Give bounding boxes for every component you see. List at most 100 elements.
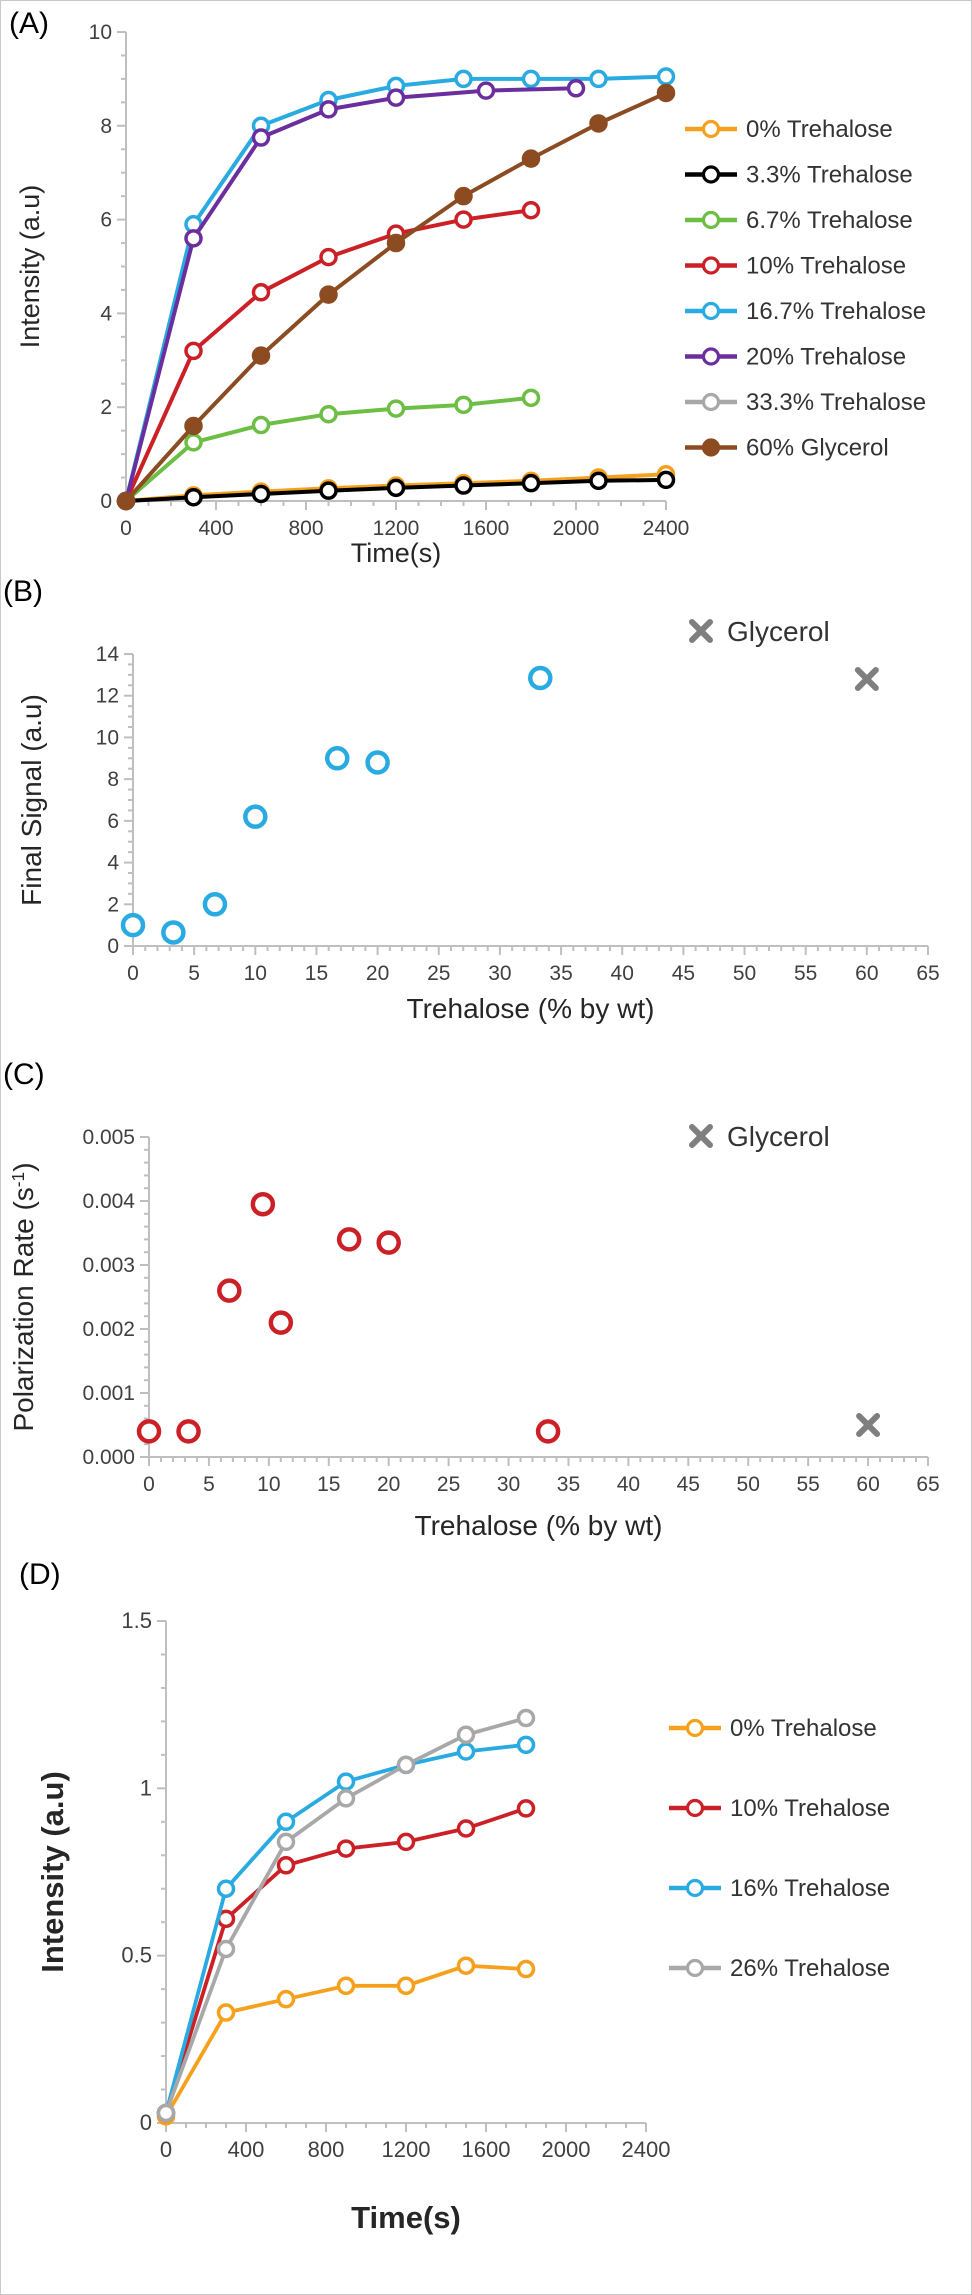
svg-text:10: 10 (96, 726, 119, 749)
svg-text:3.3% Trehalose: 3.3% Trehalose (746, 162, 913, 189)
series-trehalose (120, 665, 553, 945)
svg-text:800: 800 (308, 2137, 345, 2162)
legend: 0% Trehalose 10% Trehalose 16% Trehalose 26… (669, 1715, 890, 1982)
y-axis-title: Intensity (a.u) (15, 185, 45, 349)
svg-text:8: 8 (100, 115, 112, 138)
svg-text:10: 10 (257, 1473, 280, 1496)
svg-text:2000: 2000 (542, 2137, 591, 2162)
series-10-trehalose (116, 200, 541, 511)
series-trehalose (136, 1191, 561, 1444)
svg-text:10: 10 (89, 21, 112, 44)
panel-b-chart: 0 5 10 15 20 25 30 35 40 45 50 55 60 65 0 2 4 6 8 10 12 14 Tre… (16, 616, 940, 1024)
x-axis-title: Time(s) (351, 2200, 461, 2235)
tick-labels: 0 5 10 15 20 25 30 35 40 45 50 55 60 65 0.000 0.001 0.00… (82, 1126, 939, 1496)
tick-marks (124, 653, 929, 955)
svg-text:800: 800 (288, 517, 323, 540)
svg-text:1: 1 (140, 1775, 152, 1800)
svg-text:60: 60 (856, 1473, 879, 1496)
svg-text:0.002: 0.002 (82, 1318, 135, 1341)
svg-text:35: 35 (557, 1473, 580, 1496)
svg-text:55: 55 (796, 1473, 819, 1496)
svg-text:400: 400 (228, 2137, 265, 2162)
svg-text:Glycerol: Glycerol (727, 1121, 830, 1152)
svg-text:60% Glycerol: 60% Glycerol (746, 435, 889, 462)
svg-text:25: 25 (437, 1473, 460, 1496)
tick-labels: 0 400 800 1200 1600 2000 2400 0 2 4 6 8 10 (89, 21, 690, 540)
svg-text:26% Trehalose: 26% Trehalose (730, 1955, 890, 1982)
svg-text:0% Trehalose: 0% Trehalose (746, 116, 893, 143)
svg-text:0: 0 (143, 1473, 155, 1496)
series-60-glycerol (116, 83, 676, 511)
svg-text:0: 0 (107, 935, 119, 958)
svg-text:0: 0 (127, 962, 139, 985)
svg-text:40: 40 (611, 962, 634, 985)
svg-text:0.005: 0.005 (82, 1126, 135, 1149)
svg-text:2: 2 (107, 893, 119, 916)
svg-text:10: 10 (244, 962, 267, 985)
svg-text:4: 4 (100, 302, 112, 325)
tick-marks (157, 1620, 647, 2132)
panel-c-label: (C) (3, 1058, 45, 1091)
x-axis-title: Time(s) (351, 538, 441, 568)
y-axis-title: Polarization Rate (s-1) (8, 1162, 39, 1431)
svg-text:Glycerol: Glycerol (727, 616, 830, 647)
svg-text:45: 45 (677, 1473, 700, 1496)
svg-text:65: 65 (916, 962, 939, 985)
svg-text:5: 5 (203, 1473, 215, 1496)
svg-text:16% Trehalose: 16% Trehalose (730, 1875, 890, 1902)
svg-text:1200: 1200 (382, 2137, 431, 2162)
svg-text:0.004: 0.004 (82, 1190, 135, 1213)
svg-text:5: 5 (188, 962, 200, 985)
svg-text:4: 4 (107, 852, 119, 875)
svg-text:16.7% Trehalose: 16.7% Trehalose (746, 298, 926, 325)
axes (148, 1137, 928, 1458)
panel-a-label: (A) (9, 7, 49, 40)
svg-text:400: 400 (198, 517, 233, 540)
svg-text:25: 25 (427, 962, 450, 985)
svg-text:33.3% Trehalose: 33.3% Trehalose (746, 389, 926, 416)
panel-d-label: (D) (19, 1558, 61, 1591)
svg-text:0.000: 0.000 (82, 1446, 135, 1469)
panel-c-chart: 0 5 10 15 20 25 30 35 40 45 50 55 60 65 0.000 0.001 0.00… (8, 1121, 940, 1541)
series-6-7-trehalose (116, 388, 541, 511)
svg-text:8: 8 (107, 768, 119, 791)
svg-text:15: 15 (305, 962, 328, 985)
svg-text:65: 65 (916, 1473, 939, 1496)
svg-text:55: 55 (794, 962, 817, 985)
legend: 0% Trehalose 3.3% Trehalose 6.7% Trehalose… (685, 116, 926, 462)
svg-text:20% Trehalose: 20% Trehalose (746, 344, 906, 371)
series-10-trehalose (156, 1799, 536, 2123)
svg-text:6: 6 (100, 209, 112, 232)
svg-text:20: 20 (366, 962, 389, 985)
svg-text:2400: 2400 (643, 517, 690, 540)
svg-text:45: 45 (672, 962, 695, 985)
glycerol-legend: Glycerol (689, 616, 830, 647)
panel-b-label: (B) (3, 575, 43, 608)
svg-text:35: 35 (549, 962, 572, 985)
svg-text:10% Trehalose: 10% Trehalose (730, 1795, 890, 1822)
x-axis-title: Trehalose (% by wt) (415, 1510, 663, 1541)
svg-text:2: 2 (100, 396, 112, 419)
svg-text:0.5: 0.5 (121, 1943, 152, 1968)
svg-text:50: 50 (733, 962, 756, 985)
svg-text:50: 50 (737, 1473, 760, 1496)
svg-text:1600: 1600 (463, 517, 510, 540)
series-26-trehalose (156, 1708, 536, 2123)
svg-text:14: 14 (96, 643, 120, 666)
svg-text:30: 30 (497, 1473, 520, 1496)
svg-text:60: 60 (855, 962, 878, 985)
svg-text:0% Trehalose: 0% Trehalose (730, 1715, 877, 1742)
svg-text:0: 0 (140, 2110, 152, 2135)
y-axis-title: Final Signal (a.u) (16, 694, 47, 906)
svg-text:0: 0 (100, 490, 112, 513)
svg-text:20: 20 (377, 1473, 400, 1496)
svg-text:2000: 2000 (553, 517, 600, 540)
y-axis-title: Intensity (a.u) (35, 1771, 70, 1973)
tick-labels: 0 400 800 1200 1600 2000 2400 0 0.5 1 1.5 (121, 1608, 670, 2162)
axes (132, 654, 928, 947)
svg-text:1.5: 1.5 (121, 1608, 152, 1633)
svg-text:1200: 1200 (373, 517, 420, 540)
svg-text:15: 15 (317, 1473, 340, 1496)
series-glycerol (854, 667, 879, 692)
svg-text:40: 40 (617, 1473, 640, 1496)
